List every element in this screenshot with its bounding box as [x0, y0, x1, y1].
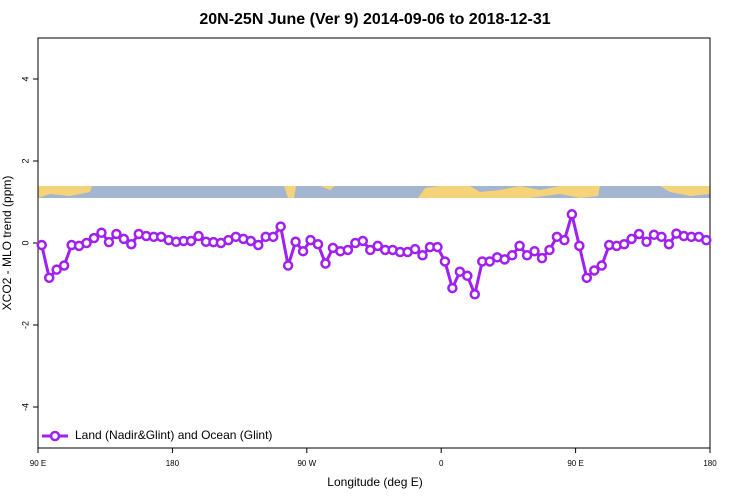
data-point — [521, 250, 533, 261]
x-tick-label: 180 — [166, 459, 180, 468]
data-point — [581, 272, 593, 284]
data-point — [641, 236, 652, 248]
data-point — [656, 231, 667, 243]
data-point — [312, 238, 324, 250]
x-tick-label: 90 E — [567, 459, 583, 468]
data-point — [357, 235, 369, 247]
data-point — [275, 221, 286, 232]
data-point — [305, 234, 316, 246]
data-point — [342, 244, 354, 256]
data-point — [365, 244, 376, 256]
data-point — [633, 228, 645, 240]
map-strip — [38, 186, 710, 198]
data-point — [103, 236, 115, 248]
y-tick-label: 2 — [20, 158, 30, 163]
legend-marker — [49, 430, 61, 442]
data-point — [454, 266, 466, 277]
data-point — [185, 235, 197, 247]
data-point — [506, 250, 518, 261]
legend: Land (Nadir&Glint) and Ocean (Glint) — [42, 428, 272, 442]
x-tick-label: 90 W — [297, 459, 316, 468]
data-point — [439, 256, 451, 267]
data-point — [111, 228, 122, 240]
data-point — [447, 282, 458, 294]
data-point — [529, 245, 540, 257]
data-point — [469, 289, 481, 300]
data-point — [544, 244, 555, 256]
legend-label: Land (Nadir&Glint) and Ocean (Glint) — [75, 428, 272, 442]
data-point — [81, 237, 92, 249]
data-point — [126, 238, 137, 250]
data-point — [320, 258, 331, 269]
data-point — [409, 243, 421, 255]
data-point — [372, 240, 383, 252]
data-point — [663, 238, 675, 250]
chart-title: 20N-25N June (Ver 9) 2014-09-06 to 2018-… — [199, 11, 550, 28]
x-tick-label: 180 — [703, 459, 717, 468]
data-point — [51, 264, 62, 275]
data-point — [193, 230, 204, 242]
data-point — [43, 272, 55, 284]
x-tick-label: 0 — [439, 459, 444, 468]
x-tick-label: 90 E — [30, 459, 46, 468]
data-point — [484, 256, 495, 267]
data-point — [596, 260, 607, 271]
data-point — [253, 239, 264, 251]
data-point — [245, 235, 257, 247]
y-tick-label: -4 — [20, 403, 30, 411]
data-point — [290, 236, 301, 248]
data-point — [589, 265, 600, 276]
data-point — [536, 252, 548, 264]
data-point — [297, 245, 309, 257]
series-line — [40, 208, 707, 300]
data-point — [282, 260, 294, 271]
data-point — [432, 241, 443, 253]
data-point — [88, 232, 100, 244]
data-point — [618, 238, 630, 250]
data-point — [267, 231, 279, 243]
data-point — [118, 233, 130, 245]
y-tick-label: 0 — [20, 240, 30, 245]
data-point — [626, 233, 637, 245]
y-tick-label: 4 — [20, 76, 30, 81]
data-point — [96, 227, 107, 238]
data-point — [499, 254, 510, 265]
data-point — [417, 250, 428, 261]
data-point — [574, 240, 585, 252]
data-point — [514, 240, 525, 252]
data-point — [566, 209, 578, 220]
data-point — [58, 260, 70, 271]
data-point — [36, 239, 47, 251]
data-point — [462, 270, 473, 282]
x-axis-label: Longitude (deg E) — [327, 475, 422, 489]
data-point — [701, 234, 712, 246]
data-point — [559, 234, 570, 246]
y-axis-label: XCO2 - MLO trend (ppm) — [0, 176, 14, 311]
y-tick-label: -2 — [20, 321, 30, 329]
